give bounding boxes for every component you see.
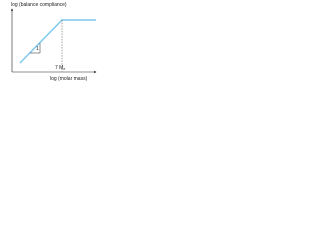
diagram: log (balance compliance) 1 7 Me log (mol…	[10, 2, 97, 82]
slope-triangle	[30, 43, 41, 54]
x-axis-label: log (molar mass)	[50, 76, 88, 82]
marker-main: 7 M	[55, 65, 63, 71]
slope-label: 1	[36, 46, 39, 52]
marker-subscript: e	[63, 67, 65, 71]
y-axis-label: log (balance compliance)	[11, 2, 67, 8]
marker-label: 7 Me	[55, 65, 65, 71]
curve	[19, 19, 96, 64]
